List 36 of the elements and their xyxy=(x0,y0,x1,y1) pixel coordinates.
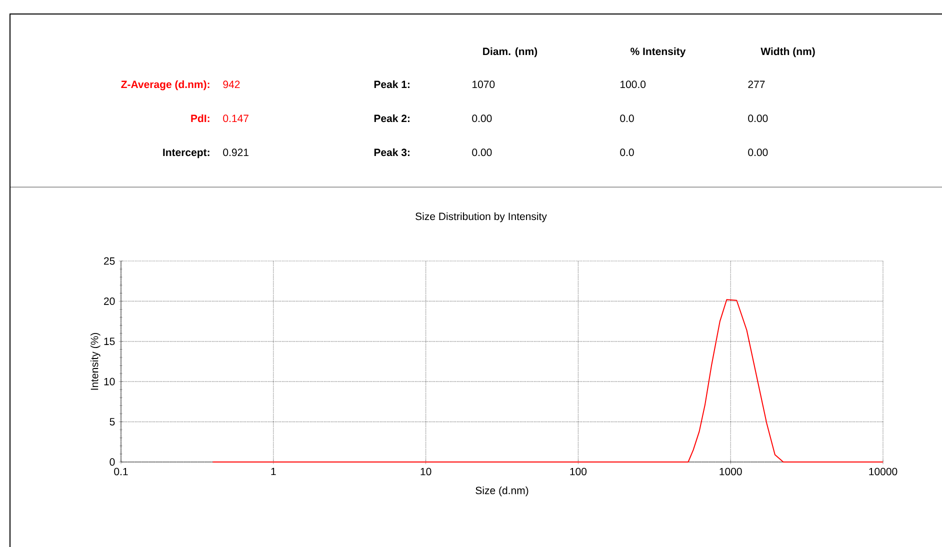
text: Z-Average (d.nm): xyxy=(121,80,210,90)
y-axis-title: Intensity (%) xyxy=(90,333,100,390)
text: Width (nm) xyxy=(760,47,815,58)
y-tick-label: 20 xyxy=(104,297,115,305)
text: 0.00 xyxy=(472,148,492,156)
text: 0.00 xyxy=(472,114,492,122)
text: Intercept: xyxy=(163,148,210,158)
y-tick-label: 5 xyxy=(110,418,115,426)
text: PdI: xyxy=(191,114,210,122)
text: 0.0 xyxy=(620,114,634,122)
text: 0.00 xyxy=(748,148,768,156)
chart-title: Size Distribution by Intensity xyxy=(416,212,547,222)
text: 277 xyxy=(748,80,765,88)
y-tick-label: 10 xyxy=(104,378,115,386)
text: 1070 xyxy=(472,80,495,88)
text: % Intensity xyxy=(630,47,686,58)
text: 0.0 xyxy=(620,148,634,156)
x-axis-title: Size (d.nm) xyxy=(476,486,528,496)
text: Peak 3: xyxy=(374,148,410,156)
y-tick-label: 25 xyxy=(104,257,115,265)
text: 0.921 xyxy=(223,148,248,156)
text: 0.00 xyxy=(748,114,768,122)
text: 100.0 xyxy=(620,80,646,88)
text: 942 xyxy=(223,80,240,88)
y-tick-label: 15 xyxy=(104,338,115,346)
text: Peak 2: xyxy=(374,114,410,122)
x-tick-label: 1000 xyxy=(720,468,742,476)
y-tick-label: 0 xyxy=(110,458,115,466)
text: Diam. (nm) xyxy=(483,47,538,58)
x-tick-label: 10000 xyxy=(869,468,898,476)
x-tick-label: 10 xyxy=(420,468,432,476)
x-tick-label: 0.1 xyxy=(114,468,128,476)
x-tick-label: 1 xyxy=(271,468,276,476)
x-tick-label: 100 xyxy=(570,468,587,476)
text: Peak 1: xyxy=(374,80,410,88)
text: 0.147 xyxy=(223,114,248,122)
